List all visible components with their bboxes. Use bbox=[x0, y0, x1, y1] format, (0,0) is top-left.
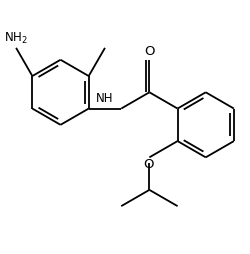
Text: O: O bbox=[144, 45, 155, 58]
Text: NH$_2$: NH$_2$ bbox=[4, 31, 28, 46]
Text: O: O bbox=[143, 158, 154, 171]
Text: NH: NH bbox=[96, 92, 114, 105]
